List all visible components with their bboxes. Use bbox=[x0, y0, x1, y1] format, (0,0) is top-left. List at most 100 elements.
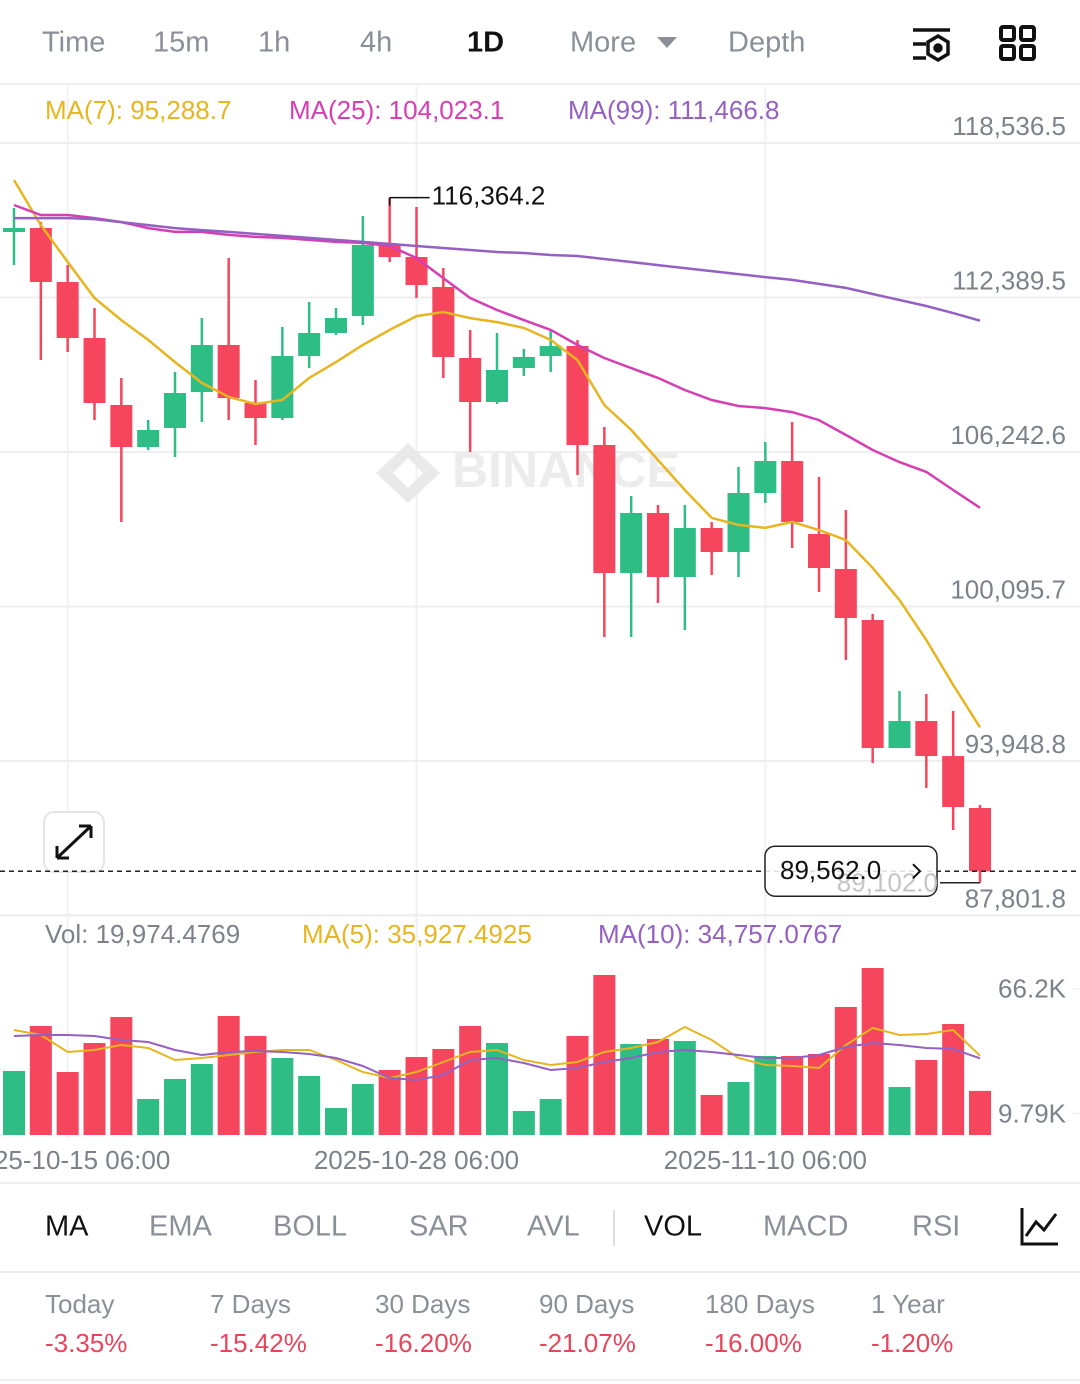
volume-bar bbox=[754, 1055, 777, 1135]
y-tick-label: 118,536.5 bbox=[952, 111, 1066, 141]
y-tick-label: 87,801.8 bbox=[965, 883, 1066, 913]
interval-tab[interactable]: 4h bbox=[360, 27, 392, 59]
volume-bar bbox=[781, 1055, 804, 1135]
candle-body bbox=[83, 337, 106, 404]
y-tick-label: 66.2K bbox=[998, 974, 1067, 1004]
volume-bar bbox=[969, 1090, 991, 1135]
candle-body bbox=[432, 286, 455, 357]
volume-bar bbox=[673, 1040, 696, 1135]
volume-bar bbox=[137, 1098, 160, 1135]
indicator-tab[interactable]: MA bbox=[45, 1211, 89, 1243]
x-tick-label: 2025-10-15 06:00 bbox=[0, 1145, 170, 1175]
volume-bar bbox=[29, 1025, 52, 1135]
interval-tab[interactable]: Depth bbox=[728, 27, 805, 59]
candle-body bbox=[781, 461, 804, 523]
candle-body bbox=[673, 528, 696, 578]
period-label: 7 Days bbox=[210, 1289, 291, 1319]
volume-bar bbox=[700, 1094, 723, 1135]
last-price-box[interactable] bbox=[764, 845, 938, 897]
legend-entry: MA(25): 104,023.1 bbox=[289, 95, 504, 125]
candle-body bbox=[325, 318, 347, 334]
volume-bar bbox=[888, 1087, 911, 1135]
period-change: -21.07% bbox=[539, 1328, 636, 1358]
settings-icon[interactable] bbox=[913, 28, 950, 63]
volume-bar bbox=[378, 1069, 401, 1135]
chart-type-icon[interactable] bbox=[1020, 1208, 1058, 1246]
chevron bbox=[912, 863, 922, 879]
interval-tab[interactable]: Time bbox=[42, 27, 105, 59]
candle-body bbox=[512, 356, 535, 368]
candle-body bbox=[164, 393, 186, 429]
volume-bar bbox=[459, 1025, 482, 1135]
x-tick-label: 2025-10-28 06:00 bbox=[314, 1145, 519, 1175]
dropdown-arrow bbox=[657, 37, 677, 48]
candle-body bbox=[29, 228, 52, 282]
interval-tab[interactable]: 1D bbox=[467, 27, 504, 59]
volume-ma-line bbox=[13, 1025, 981, 1080]
candle-body bbox=[808, 533, 830, 569]
volume-bar bbox=[808, 1053, 830, 1135]
volume-bar bbox=[298, 1075, 321, 1135]
candle-body bbox=[539, 346, 562, 357]
volume-label: Vol: 19,974.4769 bbox=[45, 919, 240, 949]
period-change: -3.35% bbox=[45, 1328, 127, 1358]
period-label: Today bbox=[45, 1289, 114, 1319]
period-label: 90 Days bbox=[539, 1289, 634, 1319]
indicator-tab[interactable]: BOLL bbox=[273, 1211, 347, 1243]
volume-bar bbox=[217, 1015, 240, 1135]
interval-tab[interactable]: 1h bbox=[258, 27, 290, 59]
interval-tab[interactable]: More bbox=[570, 27, 636, 59]
volume-bar bbox=[271, 1057, 294, 1135]
watermark: BINANCE bbox=[452, 442, 680, 498]
candle-body bbox=[459, 357, 482, 403]
candle-body bbox=[110, 404, 133, 448]
candle-body bbox=[298, 333, 321, 357]
candle-body bbox=[647, 513, 669, 578]
expand-button[interactable] bbox=[43, 811, 105, 873]
volume-bar bbox=[325, 1107, 347, 1135]
volume-bar bbox=[432, 1048, 455, 1135]
candle-body bbox=[700, 528, 723, 553]
candle-body bbox=[969, 808, 991, 872]
period-label: 180 Days bbox=[705, 1289, 815, 1319]
period-change: -16.00% bbox=[705, 1328, 802, 1358]
indicator-tab[interactable]: RSI bbox=[912, 1211, 960, 1243]
y-tick-label: 93,948.8 bbox=[965, 729, 1066, 759]
volume-bar bbox=[539, 1098, 562, 1135]
legend-entry: MA(5): 35,927.4925 bbox=[302, 919, 532, 949]
candle-body bbox=[217, 344, 240, 399]
y-tick-label: 9.79K bbox=[998, 1098, 1067, 1128]
legend-entry: MA(7): 95,288.7 bbox=[45, 95, 231, 125]
period-change: -15.42% bbox=[210, 1328, 307, 1358]
volume-bar bbox=[647, 1038, 669, 1135]
volume-bar bbox=[244, 1035, 267, 1135]
indicator-tab[interactable]: MACD bbox=[763, 1211, 848, 1243]
volume-bar bbox=[3, 1070, 25, 1135]
indicator-tab[interactable]: EMA bbox=[149, 1211, 213, 1243]
legend-entry: MA(10): 34,757.0767 bbox=[598, 919, 842, 949]
volume-bar bbox=[834, 1006, 857, 1135]
y-tick-label: 100,095.7 bbox=[950, 574, 1066, 604]
layout-icon[interactable] bbox=[999, 25, 1036, 61]
candle-body bbox=[888, 721, 911, 749]
candle-body bbox=[244, 403, 267, 419]
indicator-tab[interactable]: VOL bbox=[644, 1211, 702, 1243]
volume-bar bbox=[915, 1059, 938, 1135]
min-label: 89,102.0 bbox=[837, 868, 938, 898]
candle-body bbox=[620, 513, 643, 574]
volume-bar bbox=[566, 1035, 589, 1135]
candle-body bbox=[405, 257, 428, 286]
volume-bar bbox=[861, 967, 884, 1135]
volume-bar bbox=[190, 1063, 213, 1135]
indicator-tab[interactable]: SAR bbox=[409, 1211, 469, 1243]
legend-entry: MA(99): 111,466.8 bbox=[568, 95, 780, 125]
watermark-logo bbox=[376, 443, 440, 503]
candle-body bbox=[727, 493, 750, 553]
last-price-label: 89,562.0 bbox=[780, 855, 881, 885]
interval-tab[interactable]: 15m bbox=[153, 27, 209, 59]
candle-body bbox=[3, 228, 25, 233]
y-tick-label: 106,242.6 bbox=[950, 420, 1066, 450]
ma-line bbox=[14, 216, 981, 322]
volume-bar bbox=[593, 974, 616, 1135]
indicator-tab[interactable]: AVL bbox=[527, 1211, 580, 1243]
